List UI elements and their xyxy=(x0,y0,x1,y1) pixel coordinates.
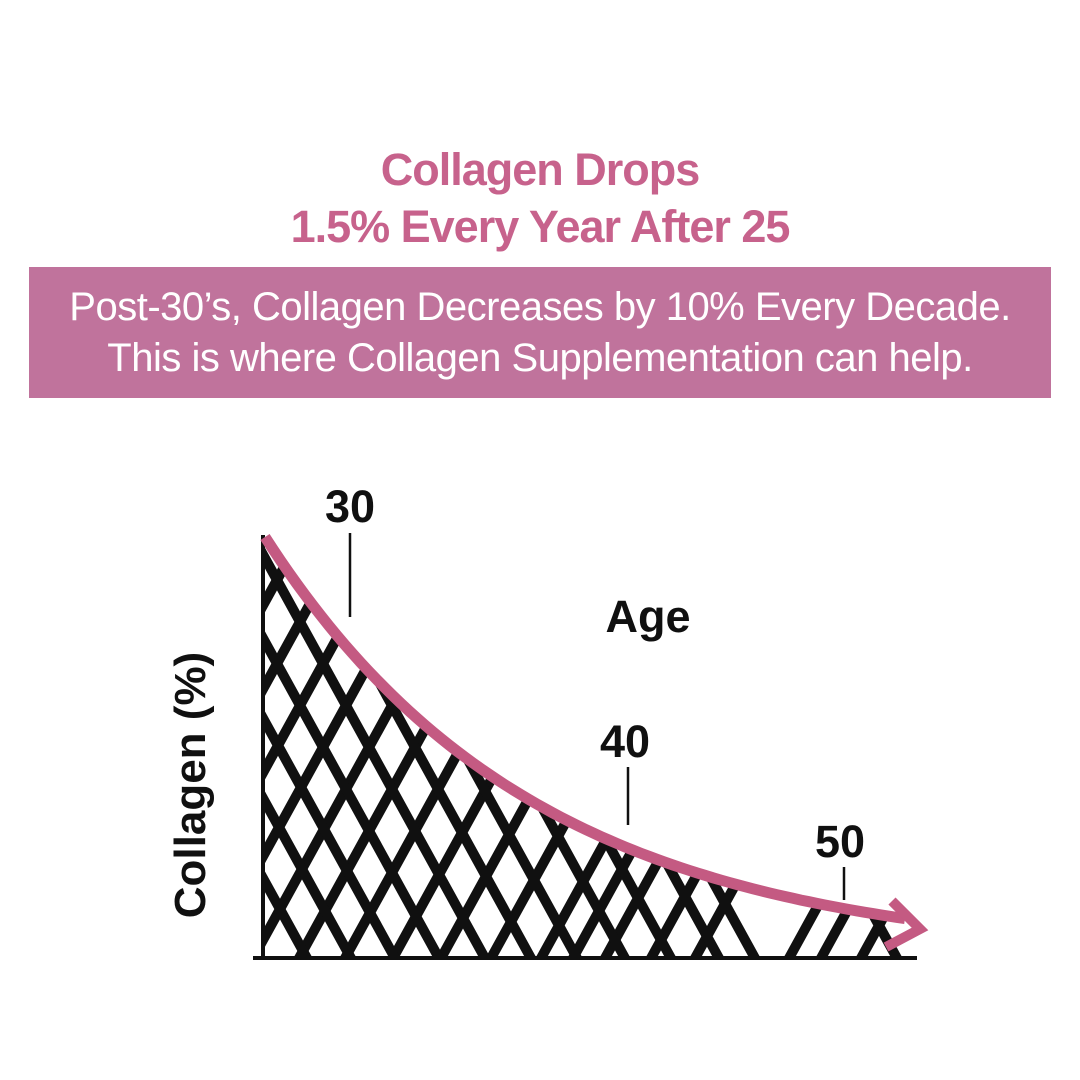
fiber-line xyxy=(783,537,905,958)
info-banner: Post-30’s, Collagen Decreases by 10% Eve… xyxy=(29,267,1051,398)
collagen-decline-chart: 30 40 50 Age Collagen (%) xyxy=(166,481,929,960)
x-tick-label-40: 40 xyxy=(600,716,650,767)
x-axis-title: Age xyxy=(605,591,690,642)
fiber-line xyxy=(327,537,583,958)
fiber-line xyxy=(261,537,313,958)
fiber-line xyxy=(815,537,905,958)
decline-curve xyxy=(260,534,906,925)
collagen-fiber-mesh xyxy=(261,537,905,958)
fiber-line xyxy=(261,537,491,958)
fiber-line xyxy=(689,537,905,958)
fiber-line xyxy=(261,537,319,958)
x-tick-label-30: 30 xyxy=(325,481,375,532)
banner-line-2: This is where Collagen Supplementation c… xyxy=(107,335,973,380)
fiber-line xyxy=(469,537,725,958)
fiber-line xyxy=(339,537,595,958)
title-line-1: Collagen Drops xyxy=(380,144,701,195)
title-line-2: 1.5% Every Year After 25 xyxy=(290,201,791,252)
fiber-line xyxy=(261,537,457,958)
fiber-line xyxy=(293,537,549,958)
x-tick-label-50: 50 xyxy=(815,816,865,867)
fiber-line xyxy=(261,537,357,958)
fiber-line xyxy=(855,537,905,958)
fiber-line xyxy=(281,537,537,958)
banner-line-1: Post-30’s, Collagen Decreases by 10% Eve… xyxy=(69,284,1011,329)
curve-arrowhead-icon xyxy=(883,897,929,952)
fiber-line xyxy=(261,537,401,958)
y-axis-title: Collagen (%) xyxy=(166,652,215,918)
page-title: Collagen Drops 1.5% Every Year After 25 xyxy=(0,141,1080,255)
fiber-line xyxy=(261,537,445,958)
